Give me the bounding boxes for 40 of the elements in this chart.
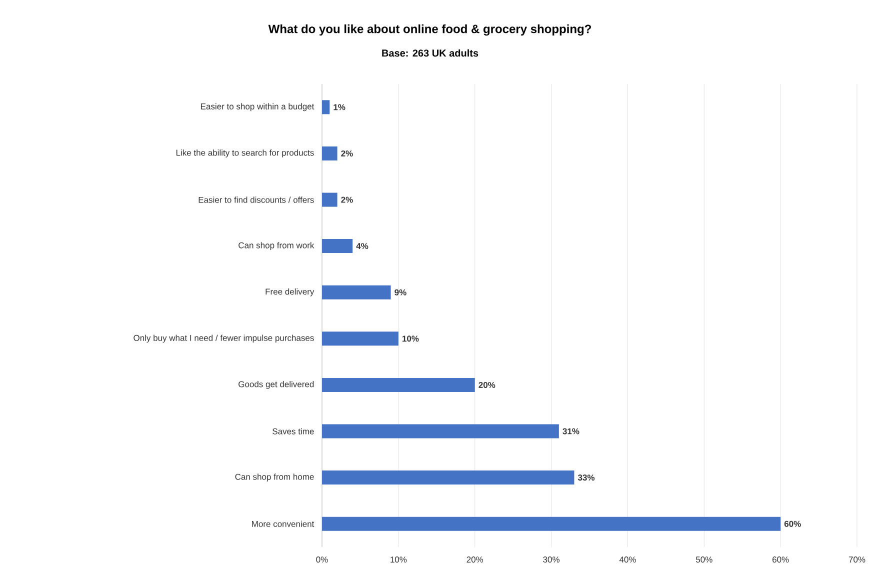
bar [322,470,574,485]
data-label: 1% [334,104,346,110]
x-tick-label: 50% [696,556,712,563]
x-tick-label: 0% [316,556,328,563]
x-tick-label: 10% [390,556,407,563]
data-label: 2% [341,196,353,203]
y-tick-label: Free delivery [266,288,314,296]
y-tick-label: Easier to shop within a budget [201,103,314,112]
y-tick-label: More convenient [252,520,314,527]
chart-title: What do you like about online food & grocery shopping? [268,24,591,36]
y-tick-label: Can shop from home [235,474,314,482]
x-tick-label: 20% [466,556,484,563]
x-tick-label: 70% [848,556,866,563]
bar [322,378,475,392]
y-tick-label: Can shop from work [238,242,314,250]
data-label: 2% [341,150,353,156]
data-label: 60% [784,520,801,527]
data-label: 10% [402,336,419,342]
bar [322,424,559,438]
y-tick-label: Saves time [272,428,314,434]
data-label: 9% [394,289,406,296]
data-label: 33% [578,474,595,481]
bar [322,192,338,207]
y-tick-label: Easier to find discounts / offers [198,196,314,203]
y-tick-label: Goods get delivered [238,380,314,389]
x-tick-label: 40% [619,556,636,563]
y-tick-label: Only buy what I need / fewer impulse purchases [134,334,314,343]
bar [322,100,330,114]
bar [322,239,353,254]
data-label: 4% [356,243,368,250]
data-label: 31% [562,428,580,434]
y-tick-label: Like the ability to search for products [176,149,314,158]
chart-subtitle: Base: 263 UK adults [382,49,478,57]
bar [322,285,391,300]
data-label: 20% [478,382,496,388]
bar [322,146,338,160]
bar [322,332,398,346]
bar [322,516,781,531]
x-tick-label: 60% [772,556,789,563]
x-tick-label: 30% [543,556,560,563]
